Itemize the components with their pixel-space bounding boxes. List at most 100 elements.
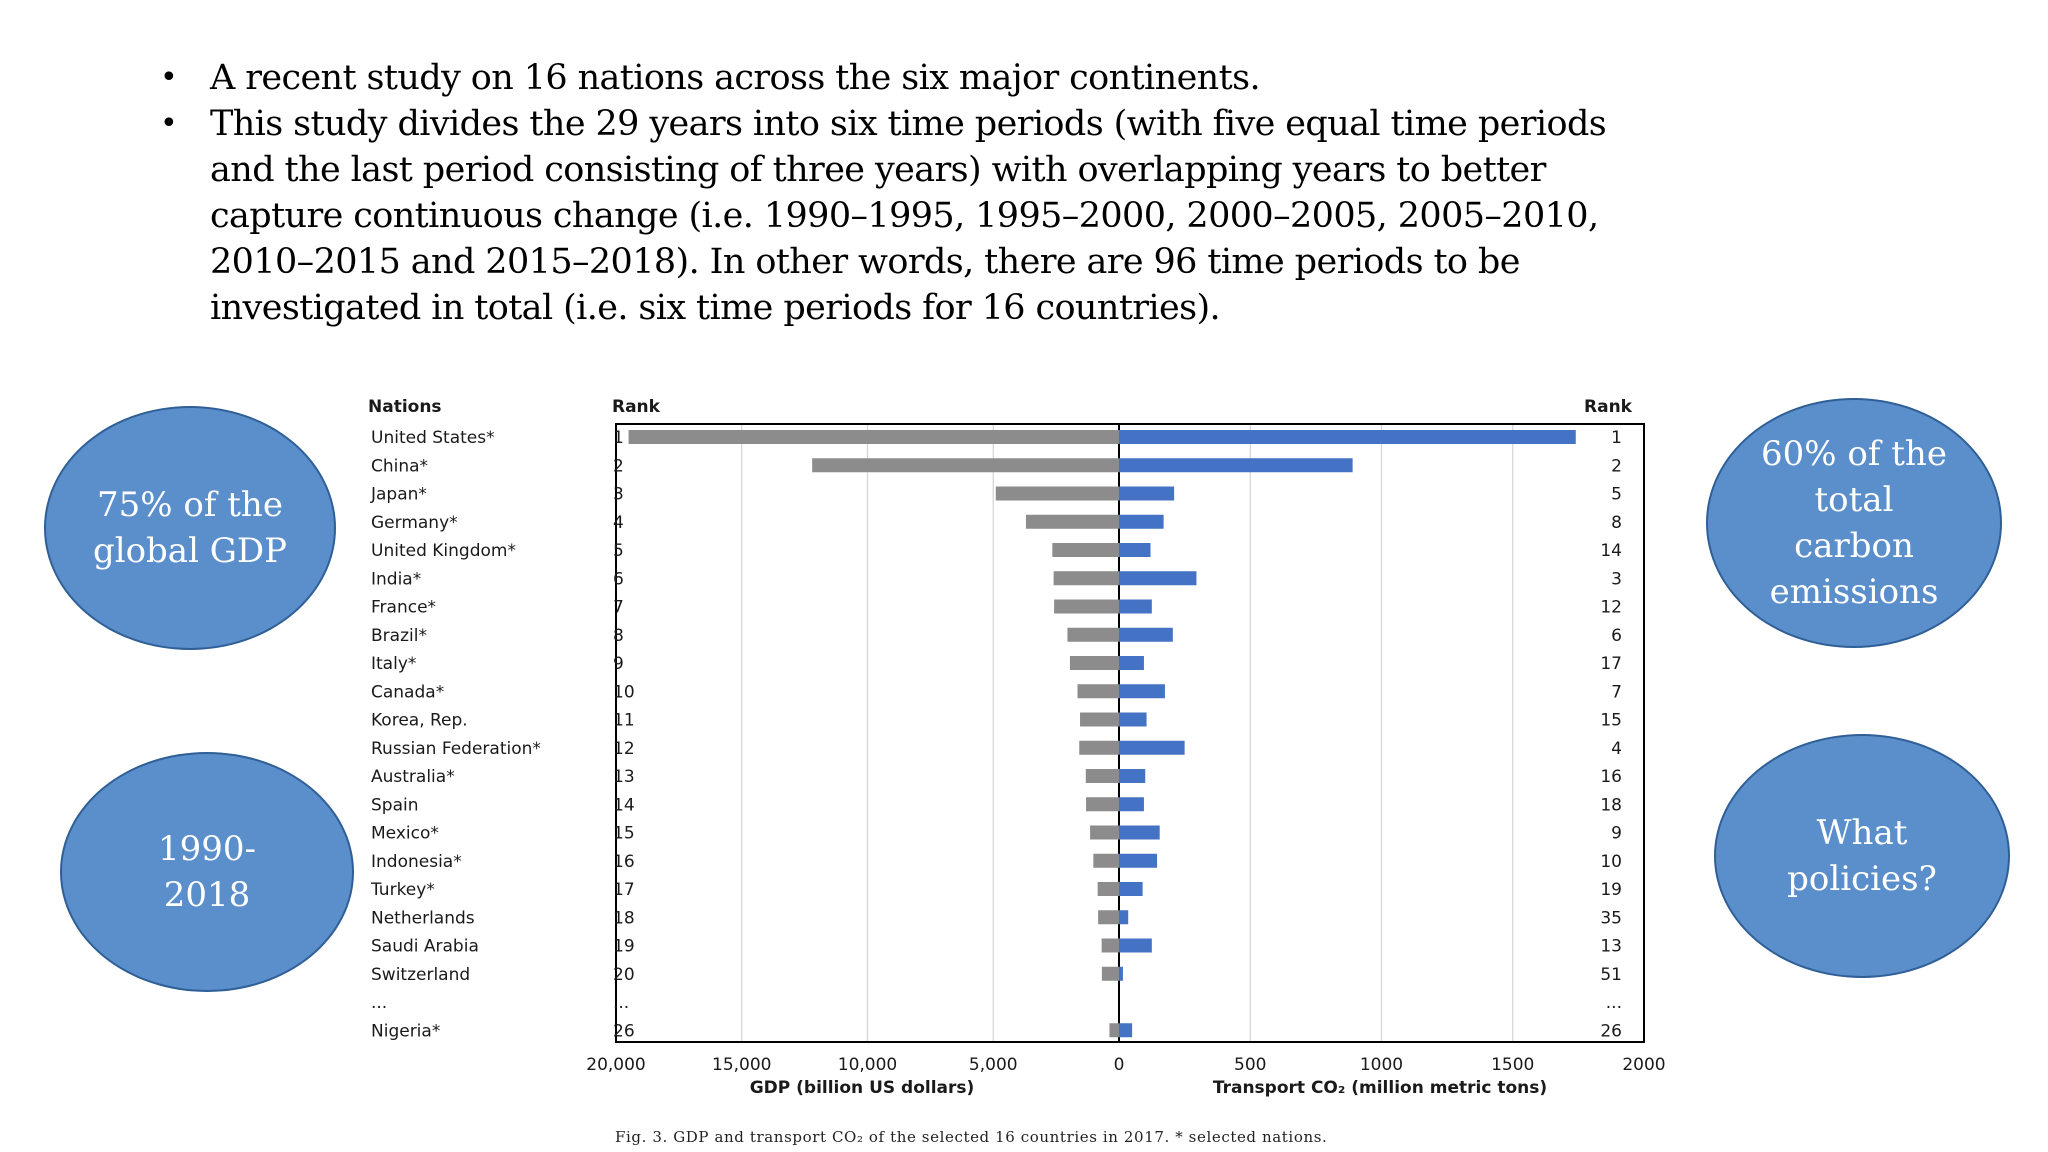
co2-rank-label: 13 bbox=[1600, 937, 1622, 957]
co2-rank-label: 4 bbox=[1611, 739, 1622, 759]
nation-label: India* bbox=[371, 569, 421, 589]
co2-rank-label: 10 bbox=[1600, 852, 1622, 872]
nation-label: Turkey* bbox=[370, 880, 435, 900]
nation-label: China* bbox=[371, 456, 428, 476]
gdp-rank-label: 19 bbox=[613, 937, 635, 957]
co2-rank-label: 51 bbox=[1600, 965, 1622, 985]
gdp-bar bbox=[1093, 853, 1119, 868]
figure-caption: Fig. 3. GDP and transport CO₂ of the sel… bbox=[615, 1128, 1328, 1146]
header-co2-rank: Rank bbox=[1584, 397, 1633, 417]
labels: Nations Rank Rank United States* 1 1 China* 2 2 J… bbox=[368, 397, 1666, 1098]
gdp-bar bbox=[1090, 825, 1119, 840]
x-tick-label-co2: 500 bbox=[1234, 1055, 1266, 1075]
gdp-rank-label: 16 bbox=[613, 852, 635, 872]
nation-label: Italy* bbox=[371, 654, 416, 674]
x-tick-label-gdp: 0 bbox=[1114, 1055, 1125, 1075]
gdp-rank-label: 20 bbox=[613, 965, 635, 985]
nation-label: Australia* bbox=[371, 767, 455, 787]
x-axis-label-co2: Transport CO₂ (million metric tons) bbox=[1213, 1078, 1547, 1098]
gdp-rank-label: 3 bbox=[613, 485, 624, 505]
header-gdp-rank: Rank bbox=[612, 397, 661, 417]
gdp-bar bbox=[1052, 543, 1119, 557]
nation-label: Korea, Rep. bbox=[371, 711, 468, 731]
gdp-rank-label: 12 bbox=[613, 739, 635, 759]
gdp-bar bbox=[1086, 797, 1119, 812]
nation-label: United States* bbox=[371, 428, 495, 448]
co2-rank-label: 6 bbox=[1611, 626, 1622, 646]
gdp-bar bbox=[1067, 627, 1119, 642]
co2-bar bbox=[1119, 514, 1164, 529]
co2-rank-label: 8 bbox=[1611, 513, 1622, 533]
gdp-rank-label: 18 bbox=[613, 908, 635, 928]
nation-label: ... bbox=[371, 993, 387, 1013]
callout-emissions-text: 60% of the total carbon emissions bbox=[1761, 434, 1947, 612]
gdp-rank-label: 2 bbox=[613, 456, 624, 476]
co2-rank-label: 19 bbox=[1600, 880, 1622, 900]
gdp-rank-label: ... bbox=[613, 993, 629, 1013]
co2-rank-label: 9 bbox=[1611, 824, 1622, 844]
gdp-rank-label: 4 bbox=[613, 513, 624, 533]
bars bbox=[628, 430, 1576, 1038]
gdp-bar bbox=[1077, 684, 1119, 699]
co2-bar bbox=[1119, 910, 1129, 925]
gdp-rank-label: 5 bbox=[613, 541, 624, 561]
x-tick-label-gdp: 20,000 bbox=[586, 1055, 645, 1075]
gdp-rank-label: 11 bbox=[613, 711, 635, 731]
co2-bar bbox=[1119, 825, 1160, 840]
plot-frame bbox=[615, 423, 1645, 1043]
gdp-bar bbox=[1025, 514, 1119, 529]
header-nations: Nations bbox=[368, 397, 442, 417]
gdp-bar bbox=[1085, 769, 1119, 783]
co2-rank-label: ... bbox=[1606, 993, 1622, 1013]
co2-rank-label: 26 bbox=[1600, 1021, 1622, 1041]
callout-years-text: 1990- 2018 bbox=[157, 829, 256, 915]
gdp-bar bbox=[1101, 938, 1119, 953]
nation-label: Japan* bbox=[370, 485, 427, 505]
co2-bar bbox=[1119, 684, 1165, 699]
callout-gdp-text: 75% of the global GDP bbox=[92, 485, 288, 571]
co2-rank-label: 3 bbox=[1611, 569, 1622, 589]
nation-label: Netherlands bbox=[371, 908, 475, 928]
co2-bar bbox=[1119, 430, 1576, 444]
gdp-rank-label: 26 bbox=[613, 1021, 635, 1041]
nation-label: Canada* bbox=[371, 682, 444, 702]
co2-bar bbox=[1119, 571, 1197, 586]
x-tick-label-co2: 1000 bbox=[1360, 1055, 1403, 1075]
nation-label: Switzerland bbox=[371, 965, 470, 985]
callout-policies-text: What policies? bbox=[1787, 813, 1937, 899]
gdp-bar bbox=[1109, 1023, 1119, 1038]
gdp-rank-label: 10 bbox=[613, 682, 635, 702]
co2-rank-label: 18 bbox=[1600, 795, 1622, 815]
gdp-rank-label: 6 bbox=[613, 569, 624, 589]
co2-bar bbox=[1119, 797, 1144, 812]
nation-label: Saudi Arabia bbox=[371, 937, 479, 957]
gdp-bar bbox=[1053, 571, 1119, 586]
gdp-rank-label: 14 bbox=[613, 795, 635, 815]
co2-bar bbox=[1119, 543, 1151, 557]
gdp-bar bbox=[1097, 882, 1119, 896]
x-tick-label-gdp: 5,000 bbox=[969, 1055, 1018, 1075]
callout-policies: What policies? bbox=[1714, 734, 2010, 978]
co2-rank-label: 2 bbox=[1611, 456, 1622, 476]
co2-bar bbox=[1119, 458, 1353, 473]
nation-label: Nigeria* bbox=[371, 1021, 440, 1041]
co2-bar bbox=[1119, 1023, 1133, 1038]
co2-bar bbox=[1119, 769, 1146, 783]
co2-rank-label: 14 bbox=[1600, 541, 1622, 561]
nation-label: United Kingdom* bbox=[371, 541, 516, 561]
co2-bar bbox=[1119, 882, 1143, 896]
x-tick-label-co2: 2000 bbox=[1622, 1055, 1665, 1075]
co2-bar bbox=[1119, 486, 1175, 501]
co2-rank-label: 35 bbox=[1600, 908, 1622, 928]
gdp-rank-label: 15 bbox=[613, 824, 635, 844]
co2-bar bbox=[1119, 627, 1173, 642]
co2-rank-label: 1 bbox=[1611, 428, 1622, 448]
co2-rank-label: 16 bbox=[1600, 767, 1622, 787]
x-tick-label-gdp: 15,000 bbox=[712, 1055, 771, 1075]
gdp-bar bbox=[995, 486, 1119, 501]
co2-rank-label: 17 bbox=[1600, 654, 1622, 674]
bullet-list: A recent study on 16 nations across the … bbox=[160, 55, 1640, 331]
co2-bar bbox=[1119, 599, 1152, 614]
gdp-bar bbox=[1098, 910, 1119, 925]
gdp-bar bbox=[1069, 656, 1119, 670]
